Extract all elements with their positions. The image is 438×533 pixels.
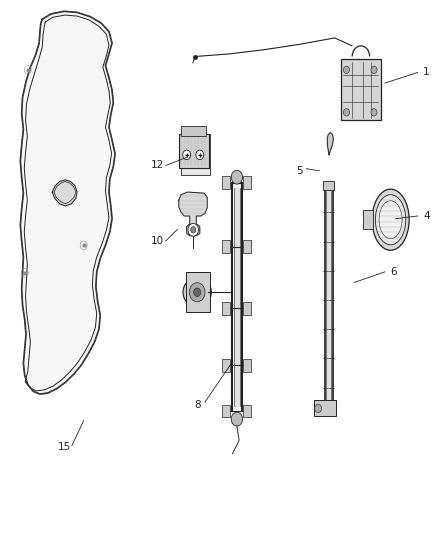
Circle shape: [188, 223, 198, 236]
Ellipse shape: [372, 189, 409, 251]
Bar: [223, 302, 230, 314]
Circle shape: [343, 109, 350, 116]
Circle shape: [371, 109, 377, 116]
Text: 1: 1: [423, 68, 430, 77]
Bar: [223, 176, 230, 189]
Text: 6: 6: [390, 267, 397, 277]
Bar: [179, 134, 208, 168]
Bar: [244, 359, 251, 372]
FancyBboxPatch shape: [181, 126, 206, 136]
Circle shape: [371, 66, 377, 74]
Ellipse shape: [375, 195, 406, 245]
Bar: [223, 359, 230, 372]
Polygon shape: [52, 180, 77, 206]
Circle shape: [231, 170, 243, 184]
Text: 10: 10: [151, 236, 164, 246]
Polygon shape: [327, 133, 333, 155]
Bar: [323, 181, 334, 190]
Circle shape: [231, 412, 243, 426]
Text: 5: 5: [297, 166, 303, 176]
Bar: [363, 210, 373, 229]
Bar: [181, 134, 210, 174]
Circle shape: [191, 227, 196, 233]
Ellipse shape: [379, 201, 402, 239]
Circle shape: [343, 66, 350, 74]
Circle shape: [196, 150, 204, 160]
Bar: [244, 240, 251, 253]
Circle shape: [314, 404, 321, 413]
Bar: [341, 59, 381, 120]
Text: 15: 15: [57, 442, 71, 452]
Text: 8: 8: [194, 400, 201, 410]
Circle shape: [194, 288, 201, 296]
Text: 4: 4: [423, 211, 430, 221]
Text: 12: 12: [151, 160, 165, 171]
Bar: [244, 176, 251, 189]
Bar: [223, 405, 230, 417]
Polygon shape: [20, 11, 115, 394]
Bar: [186, 272, 210, 312]
Polygon shape: [179, 192, 207, 236]
Polygon shape: [234, 188, 240, 406]
Bar: [244, 302, 251, 314]
Bar: [223, 240, 230, 253]
Circle shape: [183, 150, 191, 160]
Circle shape: [189, 282, 205, 302]
Polygon shape: [325, 185, 332, 409]
Bar: [244, 405, 251, 417]
Bar: [314, 400, 336, 416]
Ellipse shape: [183, 278, 212, 307]
